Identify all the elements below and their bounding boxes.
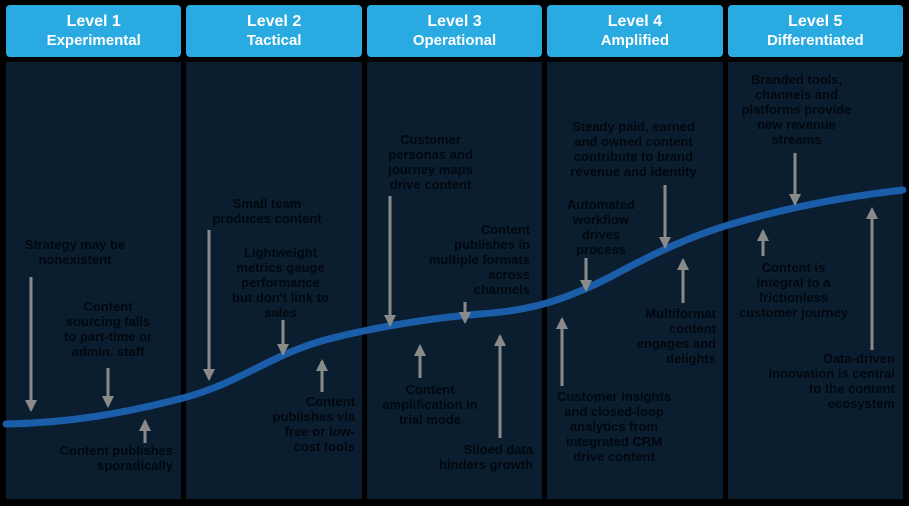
header-level-1: Level 1 Experimental [6,5,182,57]
annotation-siloed-data: Siloed data hinders growth [439,442,533,472]
annotation-free-tools: Content publishes via free or low- cost … [272,394,355,454]
header-level-3: Level 3 Operational [366,5,543,57]
annotation-branded-tools: Branded tools, channels and platforms pr… [741,72,852,147]
level-5-subtitle: Differentiated [766,31,864,49]
level-3-title: Level 3 [427,12,482,30]
level-1-title: Level 1 [66,12,121,30]
level-4-subtitle: Amplified [600,31,670,49]
annotation-steady-paid: Steady paid, earned and owned content co… [570,119,697,179]
annotation-amplification-trial: Content amplification in trial mode [382,382,478,427]
level-1-subtitle: Experimental [46,31,141,49]
level-2-subtitle: Tactical [246,31,302,49]
annotation-lightweight-metrics: Lightweight metrics gauge performance bu… [232,245,329,320]
level-4-title: Level 4 [607,12,663,30]
header-level-2: Level 2 Tactical [186,5,362,57]
annotation-publishes-sporadically: Content publishes sporadically [59,443,173,473]
annotation-automated-workflow: Automated workflow drives process [567,197,635,257]
annotation-frictionless-journey: Content is integral to a frictionless cu… [738,260,849,320]
header-level-4: Level 4 Amplified [547,5,723,57]
annotation-strategy-nonexistent: Strategy may be nonexistent [24,237,126,267]
annotation-content-sourcing: Content sourcing falls to part-time or a… [63,299,153,359]
level-5-title: Level 5 [788,12,843,30]
level-3-subtitle: Operational [412,31,497,49]
level-2-title: Level 2 [246,12,302,30]
annotation-customer-insights: Customer insights and closed-loop analyt… [556,389,672,464]
annotation-multiple-formats: Content publishes in multiple formats ac… [428,222,530,297]
level-header-row: Level 1 Experimental Level 2 Tactical Le… [6,5,903,57]
header-level-5: Level 5 Differentiated [727,5,903,57]
annotation-small-team: Small team produces content [212,196,322,226]
column-level-1 [6,62,182,499]
annotation-data-driven: Data-driven innovation is central to the… [768,351,895,411]
annotation-customer-personas: Customer personas and journey maps drive… [388,132,473,192]
annotation-multiformat-content: Multiformat content engages and delights [636,306,716,366]
